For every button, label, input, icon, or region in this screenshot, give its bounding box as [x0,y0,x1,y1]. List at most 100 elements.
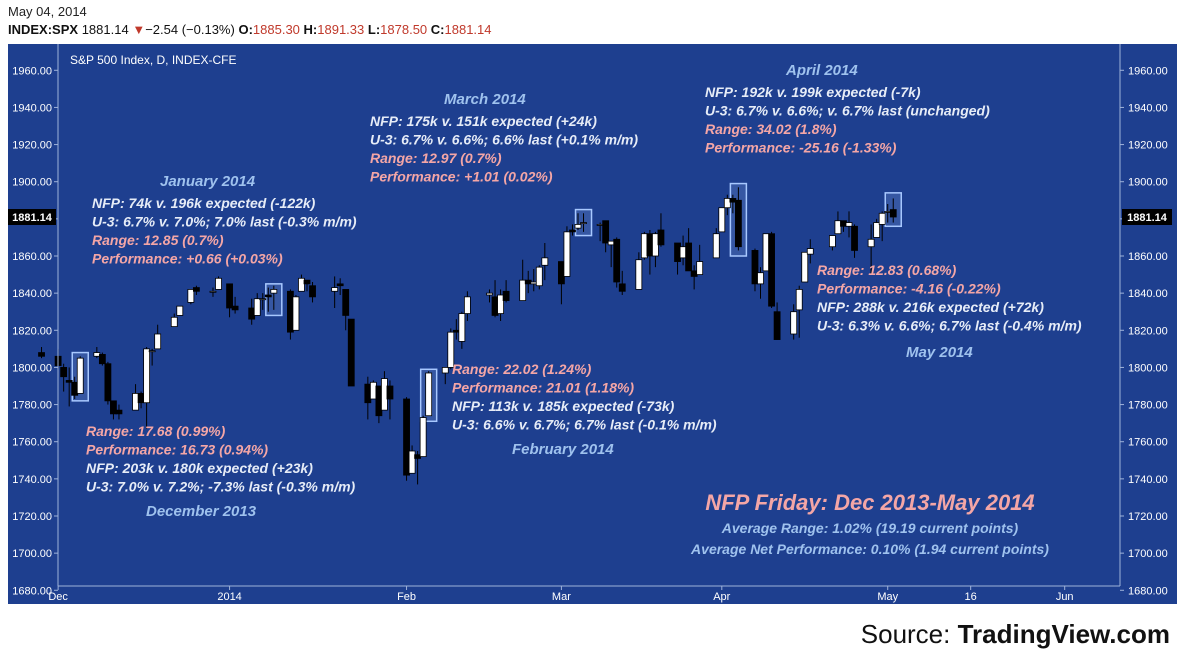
x-tick-label: 16 [965,591,977,603]
open-label: O: [238,22,253,37]
month-label: February 2014 [512,441,614,458]
candle [734,187,742,251]
candle [192,285,200,295]
candle-body-up [497,294,504,314]
candle-body-down [414,454,422,459]
candle-body-up [712,233,720,259]
last-price-marker-right [1122,209,1172,225]
y-tick-label-left: 1680.00 [12,585,52,597]
nfp-annotation: December 2013 Range: 17.68 (0.99%) Perform… [86,423,356,520]
y-tick-label-left: 1800.00 [12,362,52,374]
x-tick-label: Jun [1056,591,1074,603]
candle-body-down [403,398,410,476]
candle-body-up [369,381,377,400]
y-tick-label-right: 1940.00 [1128,102,1168,114]
month-label: May 2014 [906,344,973,361]
candle-body-down [287,290,294,333]
candle-body-up [209,290,217,293]
nfp-annotation: February 2014 Range: 22.02 (1.24%) Perform… [452,361,717,458]
candle-body-down [768,233,775,307]
candle [65,367,73,407]
candle-body-down [646,233,654,257]
candle [613,237,621,288]
candle-body-down [889,209,897,218]
candle [563,226,571,277]
y-tick-label-right: 1720.00 [1128,511,1168,523]
candle-body-up [447,331,455,368]
candle [751,248,759,292]
y-tick-label-left: 1840.00 [12,288,52,300]
candle [845,211,853,238]
range-performance-text: Range: 12.83 (0.68%) [817,262,957,278]
candle-body-down [38,352,45,357]
candle-body-down [375,385,383,417]
candle [889,198,897,223]
candle-body-up [215,277,222,290]
candle-body-up [132,393,139,411]
candle [685,228,693,272]
candle-body-down [309,285,316,298]
candle-body-up [580,222,587,224]
plot-area [8,44,1177,604]
y-tick-label-right: 1840.00 [1128,288,1168,300]
candle-body-up [463,296,471,314]
candle [148,348,156,366]
last-price-label-left: 1881.14 [12,212,53,224]
range-performance-text: Range: 34.02 (1.8%) [705,121,837,137]
nfp-data-text: U-3: 7.0% v. 7.2%; -7.3% last (-0.3% m/m… [86,479,356,495]
candle [541,243,549,281]
nfp-annotation: May 2014 Range: 12.83 (0.68%) Performance:… [817,262,1082,361]
candle [143,347,151,429]
candle-body-down [685,242,693,272]
low-label: L: [367,22,381,37]
candle-body-up [795,289,803,311]
candle [170,313,178,327]
candle-body-down [364,383,372,404]
candle-body-up [607,240,615,246]
candle [873,218,881,238]
candle-body-up [530,281,538,285]
candle [569,224,576,236]
candle [768,231,775,308]
candle-body-up [93,352,101,357]
candle-body-down [690,270,698,277]
candle-body-up [845,222,853,227]
y-tick-label-left: 1860.00 [12,251,52,263]
y-tick-label-left: 1920.00 [12,140,52,152]
candle-body-up [253,298,261,316]
candle [762,233,770,272]
x-tick-label: Mar [552,591,571,603]
candle [463,291,471,321]
candle [76,356,84,394]
candle [154,324,162,350]
source-prefix: Source: [860,619,958,649]
candle [226,283,233,318]
candle-body-up [270,289,278,294]
candle-body-up [640,233,648,259]
nfp-data-text: U-3: 6.6% v. 6.7%; 6.7% last (-0.1% m/m) [452,417,717,433]
candle-body-up [76,357,84,394]
candle [403,397,410,481]
candle-body-up [878,212,886,225]
candle-body-up [486,292,493,296]
candle-body-up [408,450,416,474]
candle-body-down [569,229,576,233]
range-performance-text: Range: 12.97 (0.7%) [370,150,502,166]
candle-body-down [264,294,272,298]
candle [806,239,814,264]
y-tick-label-right: 1740.00 [1128,474,1168,486]
candle-body-up [154,333,162,350]
candle-body-down [773,311,781,340]
candle [834,211,842,235]
candle-body-up [806,248,814,255]
candle [209,287,217,297]
candle [60,363,68,392]
candle [618,270,626,295]
nfp-data-text: NFP: 74k v. 196k expected (-122k) [92,195,316,211]
candle-body-up [187,289,195,303]
candle-body-up [757,272,764,285]
range-performance-text: Range: 12.85 (0.7%) [92,232,224,248]
candle-body-up [635,259,643,290]
range-performance-text: Performance: -25.16 (-1.33%) [705,140,897,156]
